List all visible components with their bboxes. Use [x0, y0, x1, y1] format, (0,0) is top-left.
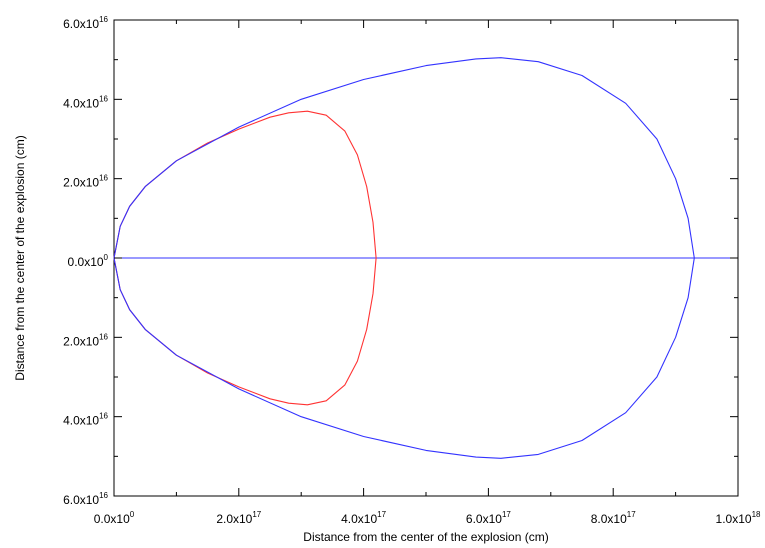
x-axis-title: Distance from the center of the explosio…	[303, 530, 548, 544]
y-tick-label: 6.0x1016	[63, 491, 108, 507]
y-tick-label: 4.0x1016	[63, 412, 108, 428]
y-tick-label: 4.0x1016	[63, 94, 108, 110]
x-tick-label: 8.0x1017	[591, 510, 636, 526]
x-tick-label: 2.0x1017	[216, 510, 261, 526]
y-tick-label: 2.0x1016	[63, 332, 108, 348]
y-axis-title: Distance from the center of the explosio…	[13, 135, 27, 380]
x-tick-label: 4.0x1017	[341, 510, 386, 526]
y-tick-label: 2.0x1016	[63, 174, 108, 190]
y-tick-label: 0.0x100	[68, 253, 109, 269]
x-tick-label: 6.0x1017	[466, 510, 511, 526]
y-tick-label: 6.0x1016	[63, 15, 108, 31]
x-tick-label: 1.0x1018	[716, 510, 761, 526]
x-tick-label: 0.0x100	[94, 510, 135, 526]
series-line-0	[113, 110, 377, 406]
series-line-1	[113, 57, 695, 459]
